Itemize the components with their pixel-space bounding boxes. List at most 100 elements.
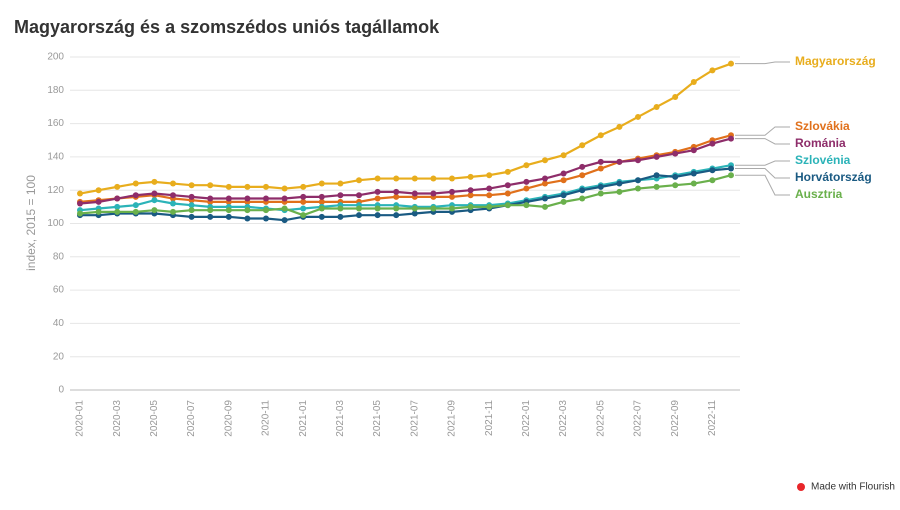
data-point xyxy=(132,202,139,209)
data-point xyxy=(449,188,455,195)
y-tick-label: 40 xyxy=(53,318,65,329)
x-tick-label: 2021-11 xyxy=(484,400,495,436)
data-point xyxy=(486,185,493,192)
series-line xyxy=(79,62,732,195)
data-point xyxy=(300,212,307,219)
data-point xyxy=(690,170,697,177)
data-point xyxy=(207,207,214,214)
data-point xyxy=(374,212,381,219)
data-point xyxy=(486,172,493,179)
x-tick-label: 2022-09 xyxy=(670,400,681,437)
data-point xyxy=(579,172,586,179)
x-tick-label: 2020-01 xyxy=(75,400,86,437)
y-tick-label: 60 xyxy=(53,285,65,296)
data-point xyxy=(504,182,511,189)
data-point xyxy=(411,205,418,212)
data-point xyxy=(114,208,121,215)
y-tick-label: 140 xyxy=(47,152,64,163)
data-point xyxy=(449,193,455,200)
data-point xyxy=(244,207,251,214)
series: Románia xyxy=(77,135,846,207)
y-tick-label: 0 xyxy=(58,385,64,396)
data-point xyxy=(523,185,530,192)
data-point xyxy=(393,212,400,219)
data-point xyxy=(263,207,269,214)
data-point xyxy=(597,190,604,197)
data-point xyxy=(244,195,251,202)
y-tick-label: 120 xyxy=(47,185,64,196)
data-point xyxy=(728,165,734,172)
data-point xyxy=(300,193,307,200)
data-point xyxy=(318,180,325,187)
data-point xyxy=(263,195,269,202)
data-point xyxy=(560,198,567,205)
series-line xyxy=(79,164,732,212)
x-tick-label: 2020-09 xyxy=(223,400,234,437)
data-point xyxy=(188,193,195,200)
data-point xyxy=(579,195,586,202)
data-point xyxy=(653,103,660,110)
data-point xyxy=(728,172,734,179)
data-point xyxy=(579,163,586,170)
data-point xyxy=(300,198,307,205)
data-point xyxy=(318,213,325,220)
data-point xyxy=(504,168,511,175)
x-tick-label: 2021-03 xyxy=(335,400,346,437)
data-point xyxy=(616,180,623,187)
data-point xyxy=(467,187,474,194)
data-point xyxy=(560,177,567,184)
legend-label: Ausztria xyxy=(795,187,843,201)
y-axis-label: index, 2015 = 100 xyxy=(24,175,38,271)
y-tick-label: 100 xyxy=(47,218,64,229)
x-tick-label: 2021-05 xyxy=(372,400,383,437)
x-tick-label: 2022-05 xyxy=(595,400,606,437)
legend-label: Szlovákia xyxy=(795,119,850,133)
data-point xyxy=(393,193,400,200)
data-point xyxy=(467,173,474,180)
data-point xyxy=(337,205,344,212)
series: Szlovákia xyxy=(77,119,850,205)
data-point xyxy=(281,217,288,224)
data-point xyxy=(504,202,511,209)
data-point xyxy=(449,205,455,212)
data-point xyxy=(616,123,623,130)
data-point xyxy=(467,192,474,199)
data-point xyxy=(337,180,344,187)
data-point xyxy=(95,198,102,205)
data-point xyxy=(653,183,660,190)
data-point xyxy=(690,78,697,85)
data-point xyxy=(579,187,586,194)
x-tick-label: 2022-11 xyxy=(707,400,718,436)
data-point xyxy=(95,187,102,194)
chart-title: Magyarország és a szomszédos uniós tagál… xyxy=(14,17,440,37)
data-point xyxy=(523,162,530,169)
y-tick-label: 180 xyxy=(47,85,64,96)
data-point xyxy=(356,212,362,219)
x-tick-label: 2020-07 xyxy=(186,400,197,437)
data-point xyxy=(281,185,288,192)
data-point xyxy=(188,213,195,220)
data-point xyxy=(170,192,176,199)
series: Magyarország xyxy=(77,54,876,197)
data-point xyxy=(542,195,548,202)
data-point xyxy=(635,177,641,184)
series-line xyxy=(79,174,732,217)
data-point xyxy=(728,60,734,67)
series: Ausztria xyxy=(77,172,843,219)
data-point xyxy=(281,205,288,212)
footer[interactable]: Made with Flourish xyxy=(811,482,895,493)
data-point xyxy=(151,190,158,197)
data-point xyxy=(542,157,548,164)
data-point xyxy=(597,132,604,139)
data-point xyxy=(300,205,307,212)
data-point xyxy=(411,190,418,197)
series-line xyxy=(80,167,732,222)
x-tick-label: 2020-05 xyxy=(149,400,160,437)
x-tick-label: 2022-07 xyxy=(633,400,644,437)
data-point xyxy=(690,147,697,154)
data-point xyxy=(281,195,288,202)
data-point xyxy=(114,183,121,190)
data-point xyxy=(300,183,307,190)
data-point xyxy=(132,180,139,187)
data-point xyxy=(132,192,139,199)
